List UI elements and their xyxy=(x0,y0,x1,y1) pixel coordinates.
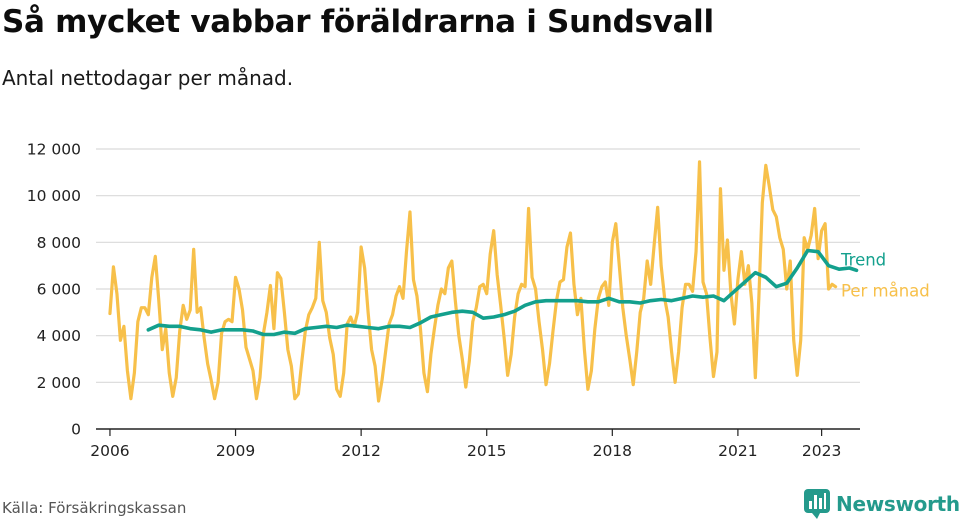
x-tick-label: 2021 xyxy=(718,442,757,460)
line-layer xyxy=(108,160,859,403)
brand-logo: Newsworthy xyxy=(804,488,960,520)
newsworthy-logo-icon xyxy=(804,489,830,519)
y-tick-label: 12 000 xyxy=(27,141,81,159)
y-tick-label: 2 000 xyxy=(37,374,81,392)
chart-subtitle: Antal nettodagar per månad. xyxy=(2,66,294,90)
x-tick-label: 2012 xyxy=(341,442,380,460)
y-tick-label: 10 000 xyxy=(27,187,81,205)
x-tick-label: 2009 xyxy=(216,442,255,460)
series-line-per-manad xyxy=(108,160,838,403)
y-tick-label: 6 000 xyxy=(37,281,81,299)
x-tick-label: 2006 xyxy=(90,442,129,460)
y-tick-label: 0 xyxy=(71,421,81,439)
y-tick-label: 8 000 xyxy=(37,234,81,252)
series-label-per-manad: Per månad xyxy=(841,282,930,301)
series-label-trend: Trend xyxy=(840,250,886,269)
chart-title: Så mycket vabbar föräldrarna i Sundsvall xyxy=(2,4,714,40)
x-tick-label: 2023 xyxy=(802,442,841,460)
y-tick-label: 4 000 xyxy=(37,327,81,345)
series-line-trend xyxy=(146,248,859,337)
x-tick-label: 2015 xyxy=(467,442,506,460)
x-tick-label: 2018 xyxy=(593,442,632,460)
brand-name: Newsworthy xyxy=(836,492,960,516)
source-note: Källa: Försäkringskassan xyxy=(2,499,187,517)
label-layer: 0 2 000 4 000 6 000 8 000 10 000 12 000 2006 200… xyxy=(27,141,930,461)
